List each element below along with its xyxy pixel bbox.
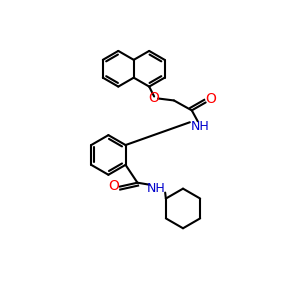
Text: O: O (149, 92, 160, 106)
Text: NH: NH (147, 182, 166, 195)
Text: O: O (205, 92, 216, 106)
Text: NH: NH (190, 120, 209, 133)
Text: O: O (108, 179, 119, 193)
